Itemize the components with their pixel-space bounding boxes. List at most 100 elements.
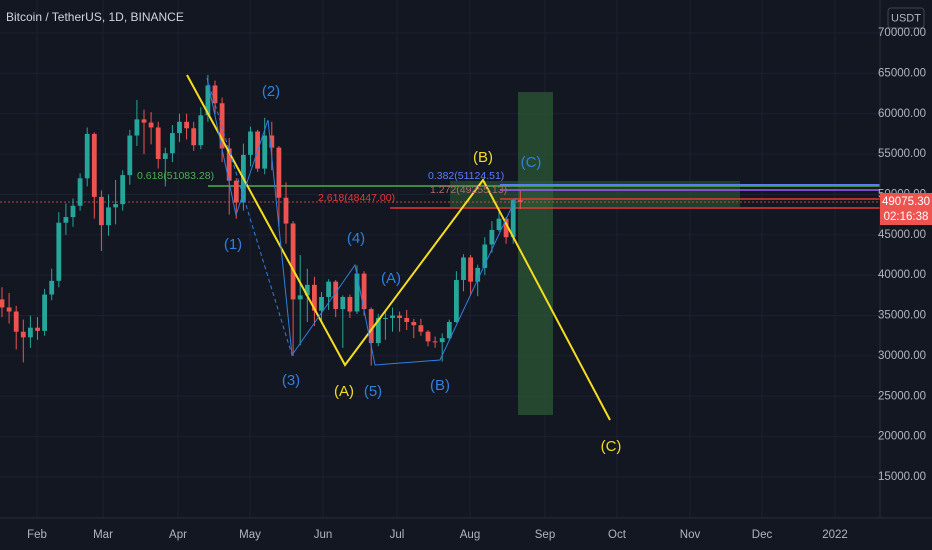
- axis: 15000.00 20000.00 25000.00 30000.00 35000.00…: [27, 27, 926, 541]
- abc-wave: [186, 74, 611, 421]
- candle-body: [510, 200, 516, 238]
- candle-body: [496, 218, 502, 230]
- candle-body: [127, 135, 133, 176]
- candle-body: [162, 153, 168, 159]
- x-tick-label: 2022: [822, 529, 848, 541]
- candle-body: [63, 217, 69, 223]
- x-tick-label: Jun: [314, 529, 333, 541]
- candle-body: [248, 131, 253, 155]
- candle-body: [418, 325, 424, 332]
- x-tick-label: Feb: [27, 529, 47, 541]
- candle-body: [517, 200, 523, 202]
- x-tick-label: Jul: [390, 529, 405, 541]
- candle-body: [326, 281, 331, 297]
- candle-body: [290, 223, 296, 300]
- candle-body: [148, 122, 154, 128]
- candle-body: [446, 322, 452, 339]
- candle-body: [375, 317, 381, 343]
- impulse-wave: [206, 77, 517, 366]
- candle-body: [6, 307, 12, 312]
- x-tick-label: Sep: [535, 529, 555, 541]
- candle-body: [113, 204, 118, 208]
- candle-body: [42, 294, 47, 331]
- y-tick-label: 70000.00: [878, 27, 926, 39]
- fib-label: 0.618(51083.28): [137, 170, 214, 182]
- candle-body: [141, 119, 147, 123]
- wave-label: (3): [282, 372, 300, 389]
- candle-body: [383, 317, 388, 319]
- y-tick-label: 40000.00: [878, 269, 926, 281]
- price-axis: [880, 0, 932, 550]
- candle-body: [489, 229, 495, 245]
- candle-body: [20, 331, 26, 338]
- candle-body: [212, 85, 218, 104]
- candle-body: [340, 296, 346, 310]
- price-tag: [880, 193, 932, 225]
- y-tick-label: 25000.00: [878, 390, 926, 402]
- candle-body: [13, 311, 19, 332]
- countdown: 02:16:38: [884, 211, 929, 223]
- candle-body: [283, 197, 289, 224]
- y-tick-label: 55000.00: [878, 148, 926, 160]
- candle-body: [361, 273, 367, 310]
- time-zone-box: [518, 92, 553, 415]
- candle-body: [468, 257, 473, 282]
- candle-body: [99, 196, 104, 226]
- candle-body: [77, 178, 83, 206]
- fib-label: 0.382(51124.51): [428, 170, 504, 182]
- y-tick-label: 30000.00: [878, 350, 926, 362]
- candle-body: [56, 222, 62, 281]
- candle-body: [432, 341, 438, 343]
- wave-label: (5): [364, 383, 382, 400]
- candle-body: [354, 273, 360, 312]
- chart-title: Bitcoin / TetherUS, 1D, BINANCE: [6, 10, 184, 24]
- wave-label: (4): [347, 230, 365, 247]
- candle-body: [49, 280, 55, 295]
- x-tick-label: Nov: [680, 529, 701, 541]
- candle-body: [276, 147, 282, 198]
- candle-body: [262, 135, 268, 169]
- candle-body: [397, 315, 402, 318]
- candle-body: [304, 284, 310, 296]
- candle-body: [390, 315, 395, 318]
- x-tick-label: Dec: [752, 529, 773, 541]
- candle-body: [84, 133, 90, 179]
- y-tick-label: 60000.00: [878, 108, 926, 120]
- candle-body: [28, 327, 33, 338]
- candle-body: [0, 299, 5, 308]
- candle-body: [333, 281, 339, 310]
- candle-body: [411, 322, 417, 326]
- candle-body: [70, 205, 76, 218]
- wave-label: (A): [381, 270, 401, 287]
- y-tick-label: 20000.00: [878, 431, 926, 443]
- y-tick-label: 45000.00: [878, 229, 926, 241]
- grid: [0, 0, 880, 518]
- x-tick-label: Apr: [169, 529, 187, 541]
- wave-label: (1): [224, 236, 242, 253]
- fib-label: 2.618(48447.00): [318, 192, 395, 204]
- candle-body: [297, 295, 303, 300]
- candle-body: [503, 218, 509, 238]
- candle-body: [134, 119, 140, 136]
- candle-body: [120, 175, 126, 205]
- candle-body: [404, 317, 410, 323]
- y-tick-label: 65000.00: [878, 67, 926, 79]
- candle-body: [461, 257, 466, 281]
- candle-body: [454, 280, 459, 323]
- x-tick-label: Oct: [608, 529, 627, 541]
- candle-body: [368, 309, 374, 343]
- candle-body: [170, 133, 175, 154]
- candle-body: [269, 135, 275, 148]
- wave-label: (B): [430, 377, 450, 394]
- candle-body: [425, 331, 431, 342]
- candle-body: [312, 284, 317, 311]
- candle-body: [184, 121, 189, 129]
- candle-body: [91, 133, 97, 197]
- wave-label: (C): [601, 438, 622, 455]
- candle-body: [482, 244, 488, 268]
- y-tick-label: 15000.00: [878, 471, 926, 483]
- candle-body: [226, 148, 232, 181]
- wave-label: (C): [521, 154, 542, 171]
- candle-body: [198, 115, 204, 146]
